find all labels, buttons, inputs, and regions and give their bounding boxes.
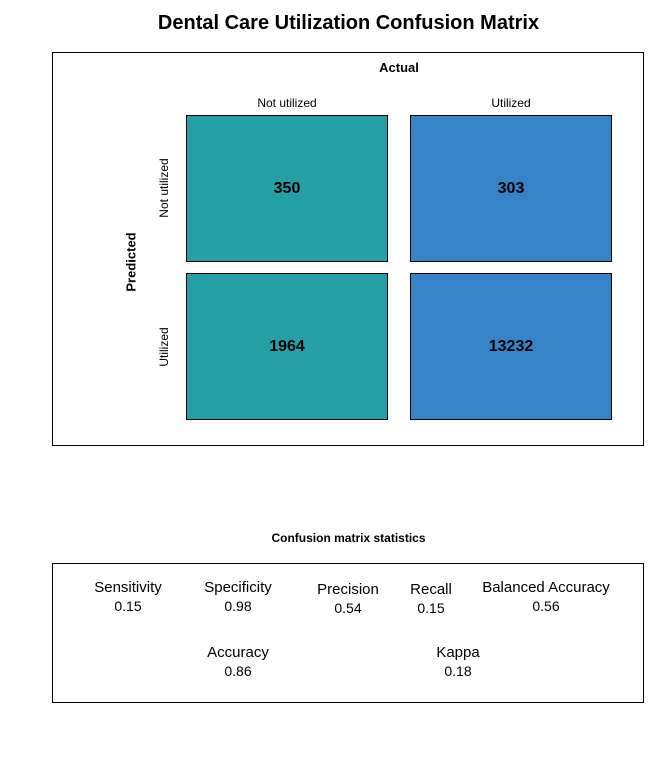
stat-value: 0.15 [114,598,142,614]
row-label-utilized: Utilized [157,327,171,367]
stat-name: Recall [410,581,452,598]
matrix-cell-r1-c0: 1964 [186,273,388,420]
stats-panel [52,563,644,703]
stat-value: 0.15 [417,600,445,616]
stat-specificity: Specificity 0.98 [204,579,272,614]
stat-recall: Recall 0.15 [410,581,452,616]
matrix-cell-r1-c1: 13232 [410,273,612,420]
stat-sensitivity: Sensitivity 0.15 [94,579,162,614]
stat-kappa: Kappa 0.18 [436,644,479,679]
stat-value: 0.18 [444,663,472,679]
matrix-cell-r0-c1: 303 [410,115,612,262]
matrix-cell-value: 1964 [269,337,305,355]
chart-title: Dental Care Utilization Confusion Matrix [157,12,540,34]
confusion-matrix-panel [52,52,644,446]
matrix-cell-value: 350 [273,179,301,197]
predicted-axis-label: Predicted [123,232,139,292]
column-label-not-utilized: Not utilized [257,96,317,110]
row-label-not-utilized: Not utilized [157,158,171,218]
stat-accuracy: Accuracy 0.86 [207,644,269,679]
stat-name: Specificity [204,579,272,596]
matrix-cell-value: 303 [497,179,525,197]
matrix-cell-value: 13232 [488,337,534,355]
stat-value: 0.56 [532,598,560,614]
stat-name: Accuracy [207,644,269,661]
stat-value: 0.98 [224,598,252,614]
stat-precision: Precision 0.54 [317,581,379,616]
stat-name: Kappa [436,644,480,661]
stat-value: 0.86 [224,663,252,679]
column-label-utilized: Utilized [491,96,531,110]
stat-name: Balanced Accuracy [482,579,610,596]
stat-name: Sensitivity [94,579,162,596]
stats-title: Confusion matrix statistics [271,531,426,545]
stat-name: Precision [317,581,379,598]
stat-value: 0.54 [334,600,362,616]
stat-balanced-accuracy: Balanced Accuracy 0.56 [482,579,610,614]
matrix-cell-r0-c0: 350 [186,115,388,262]
actual-axis-label: Actual [379,60,419,75]
